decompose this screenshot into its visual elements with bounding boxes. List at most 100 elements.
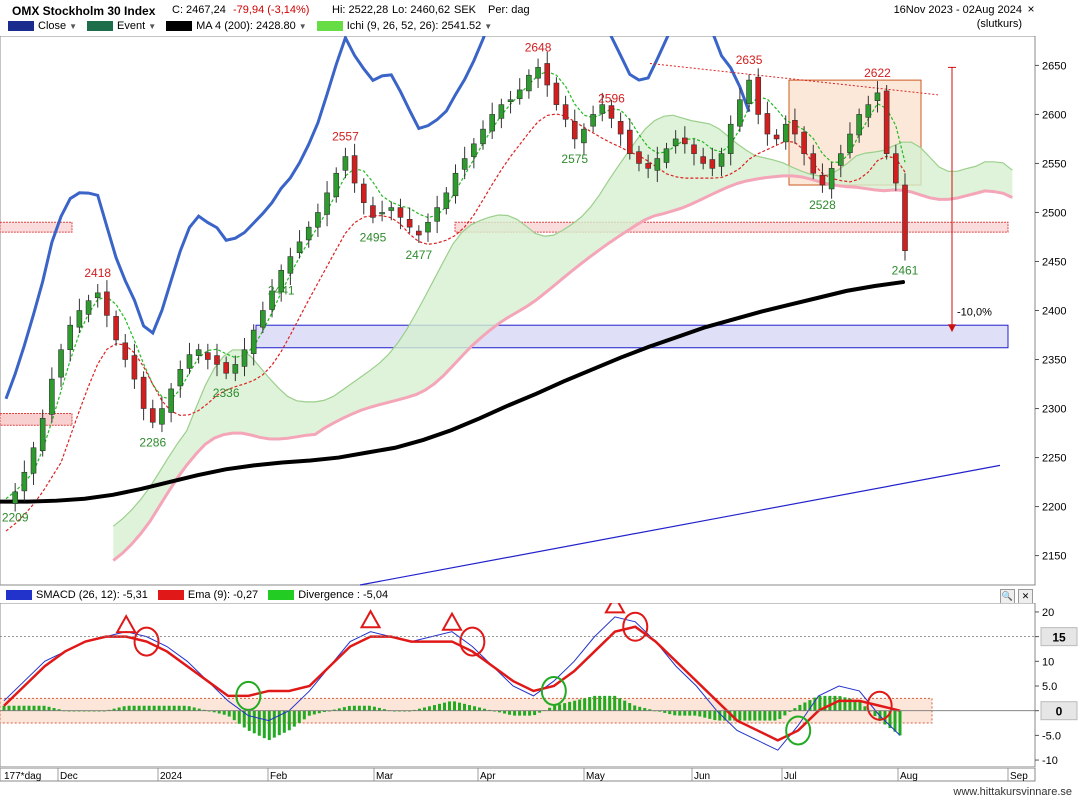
divergence-bar — [322, 710, 326, 713]
candle-body — [305, 226, 312, 241]
divergence-bar — [538, 710, 542, 713]
divergence-bar — [392, 710, 396, 712]
divergence-bar — [312, 710, 316, 715]
candle-body — [260, 310, 266, 328]
ma-line — [0, 280, 905, 504]
divergence-bar — [558, 704, 562, 711]
divergence-bar — [347, 705, 351, 711]
low-value: Lo: 2460,62 — [392, 4, 451, 16]
macd-y-tick-label: -10 — [1042, 755, 1058, 767]
y-tick-label: 2650 — [1042, 60, 1066, 72]
candle-body — [672, 138, 679, 147]
divergence-bar — [52, 708, 56, 711]
divergence-bar — [117, 707, 121, 711]
y-tick-label: 2300 — [1042, 404, 1066, 416]
divergence-bar — [873, 710, 877, 717]
candle-body — [416, 230, 422, 236]
divergence-bar — [32, 705, 36, 711]
candle-body — [626, 129, 633, 154]
magnify-icon[interactable]: 🔍 — [1000, 589, 1015, 604]
divergence-bar — [87, 710, 91, 712]
chevron-down-icon[interactable]: ▼ — [298, 21, 307, 31]
candle-body — [12, 491, 18, 504]
candle-body — [700, 156, 706, 164]
divergence-bar — [207, 710, 211, 712]
divergence-bar — [478, 707, 482, 711]
chevron-down-icon[interactable]: ▼ — [484, 21, 493, 31]
candle-body — [535, 67, 541, 79]
divergence-bar — [473, 706, 477, 711]
legend-ma[interactable]: MA 4 (200): 2428.80 ▼ — [166, 20, 307, 32]
chevron-down-icon[interactable]: ▼ — [148, 21, 157, 31]
series-layer: -10,0% — [0, 36, 1001, 586]
macd-chart: -10-5.005.0101520150 — [0, 603, 1078, 768]
candle-body — [617, 120, 624, 135]
chevron-down-icon[interactable]: ▼ — [69, 21, 78, 31]
legend-smacd-label: SMACD (26, 12): -5,31 — [36, 589, 148, 601]
price-marker-label: 2209 — [2, 511, 29, 525]
divergence-bar — [362, 705, 366, 711]
zone-rect — [0, 221, 73, 233]
legend-close[interactable]: Close ▼ — [8, 20, 77, 32]
divergence-bar — [102, 710, 106, 712]
candle-body — [727, 123, 734, 154]
macd-y-tick-label: 5.0 — [1042, 681, 1057, 693]
candle-body — [360, 183, 367, 203]
divergence-bar — [758, 710, 762, 721]
divergence-bar — [608, 695, 612, 711]
legend-divergence[interactable]: Divergence : -5,04 — [268, 589, 388, 601]
signal-circle — [785, 715, 812, 746]
legend-ema-label: Ema (9): -0,27 — [187, 589, 259, 601]
ema-line — [3, 625, 901, 742]
price-marker-label: 2418 — [84, 266, 111, 280]
divergence-bar — [533, 710, 537, 716]
candle-body — [379, 212, 385, 215]
divergence-bar — [838, 696, 842, 711]
divergence-bar — [813, 697, 817, 711]
divergence-bar — [282, 710, 286, 733]
smacd-line — [3, 616, 901, 751]
candle-body — [443, 192, 450, 209]
candle-body — [269, 290, 275, 310]
candle-body — [865, 104, 872, 118]
divergence-bar — [97, 710, 101, 712]
divergence-bar — [523, 710, 527, 716]
divergence-bar — [407, 710, 411, 712]
kijun-line — [5, 113, 906, 532]
close-icon[interactable]: × — [1027, 2, 1035, 16]
divergence-bar — [453, 701, 457, 711]
legend-event[interactable]: Event ▼ — [87, 20, 156, 32]
macd-ref-label: 0 — [1056, 705, 1063, 719]
divergence-bar — [287, 710, 291, 731]
divergence-bar — [648, 709, 652, 711]
sell-triangle — [441, 611, 463, 631]
legend-ichi[interactable]: Ichi (9, 26, 52, 26): 2541.52 ▼ — [316, 20, 493, 32]
smacd-swatch — [6, 590, 32, 600]
divergence-bar — [803, 702, 807, 711]
price-chart: -10,0% 241825572648263526222596220922862… — [0, 36, 1066, 586]
divergence-bar — [242, 710, 246, 728]
divergence-bar — [623, 700, 627, 711]
divergence-bar — [568, 701, 572, 711]
candle-body — [828, 168, 835, 190]
divergence-bar — [82, 710, 86, 712]
candle-body — [214, 355, 220, 365]
footer-url[interactable]: www.hittakursvinnare.se — [953, 786, 1072, 798]
candle-body — [406, 219, 413, 228]
ema-swatch — [157, 590, 184, 600]
divergence-bar — [237, 710, 241, 724]
legend-smacd[interactable]: SMACD (26, 12): -5,31 — [6, 589, 148, 601]
legend-ema[interactable]: Ema (9): -0,27 — [157, 589, 259, 601]
divergence-bar — [713, 710, 717, 721]
divergence-bar — [352, 705, 356, 711]
divergence-bar — [628, 703, 632, 711]
divergence-bar — [172, 705, 176, 711]
x-start-label: 177*dag — [4, 771, 41, 782]
close-panel-icon[interactable]: ✕ — [1018, 589, 1033, 604]
candle-body — [562, 104, 569, 120]
chart-header: OMX Stockholm 30 Index C: 2467,24 -79,94… — [0, 0, 1080, 48]
divergence-bar — [898, 710, 902, 736]
divergence-bar — [663, 710, 667, 713]
x-month-label: Sep — [1010, 771, 1028, 782]
divergence-bar — [437, 703, 441, 711]
